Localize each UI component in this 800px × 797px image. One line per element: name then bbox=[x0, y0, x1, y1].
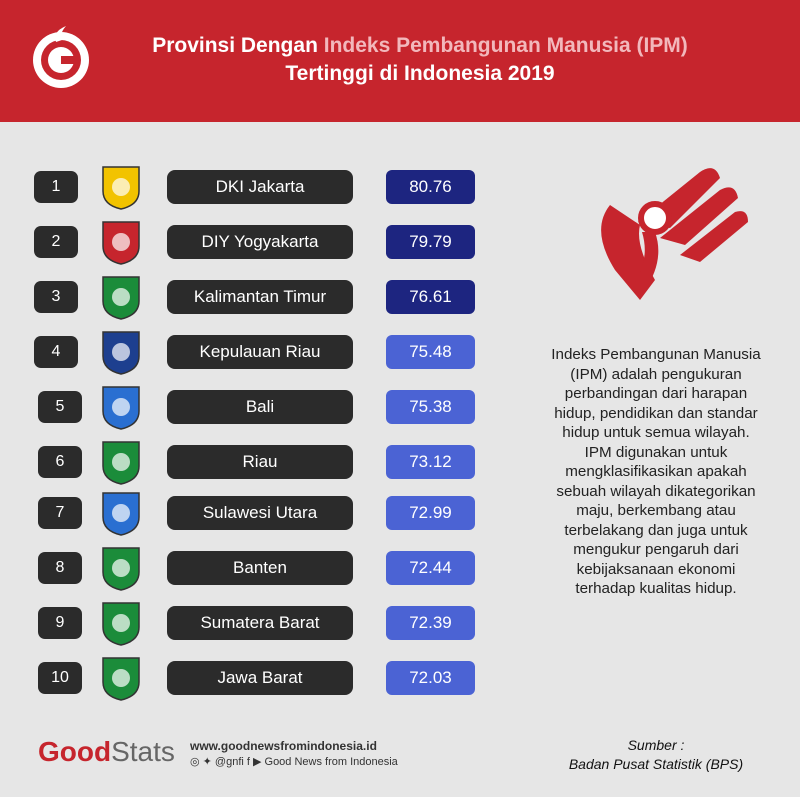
province-name: Kalimantan Timur bbox=[167, 280, 353, 314]
brand-stats: Stats bbox=[111, 736, 175, 767]
ipm-hands-icon bbox=[601, 168, 748, 300]
ipm-value: 72.39 bbox=[386, 606, 475, 640]
rank-badge: 9 bbox=[38, 607, 82, 639]
rank-badge: 2 bbox=[34, 226, 78, 258]
description-line: terbelakang dan juga untuk bbox=[564, 521, 748, 539]
province-name: Riau bbox=[167, 445, 353, 479]
province-emblem-icon bbox=[102, 547, 140, 591]
rank-badge: 8 bbox=[38, 552, 82, 584]
table-row: 2 DIY Yogyakarta 79.79 bbox=[0, 221, 500, 265]
description-line: terhadap kualitas hidup. bbox=[575, 580, 737, 597]
ipm-value: 72.44 bbox=[386, 551, 475, 585]
rank-badge: 3 bbox=[34, 281, 78, 313]
table-row: 6 Riau 73.12 bbox=[0, 441, 500, 485]
table-row: 4 Kepulauan Riau 75.48 bbox=[0, 331, 500, 375]
description-line: mengklasifikasikan apakah bbox=[565, 463, 747, 480]
description-line: mengukur pengaruh dari bbox=[573, 541, 739, 558]
ipm-value: 72.03 bbox=[386, 661, 475, 695]
gnfi-logo-icon bbox=[33, 26, 89, 88]
province-emblem-icon bbox=[102, 331, 140, 375]
province-name: Bali bbox=[167, 390, 353, 424]
province-emblem-icon bbox=[102, 276, 140, 320]
description-line: maju, berkembang atau bbox=[576, 502, 736, 519]
ipm-value: 76.61 bbox=[386, 280, 475, 314]
page-title: Provinsi Dengan Indeks Pembangunan Manus… bbox=[110, 32, 730, 88]
goodstats-logo: GoodStats bbox=[38, 736, 175, 768]
title-highlight: Indeks Pembangunan Manusia (IPM) bbox=[323, 34, 688, 57]
rank-badge: 6 bbox=[38, 446, 82, 478]
description-line: Indeks Pembangunan Manusia bbox=[551, 346, 761, 363]
province-name: DIY Yogyakarta bbox=[167, 225, 353, 259]
rank-badge: 10 bbox=[38, 662, 82, 694]
description-line: perbandingan dari harapan bbox=[564, 385, 748, 402]
table-row: 9 Sumatera Barat 72.39 bbox=[0, 602, 500, 646]
description-line: sebuah wilayah dikategorikan bbox=[556, 482, 756, 500]
ipm-value: 75.48 bbox=[386, 335, 475, 369]
title-prefix: Provinsi Dengan bbox=[152, 34, 324, 57]
description-line: kebijaksanaan ekonomi bbox=[576, 560, 736, 578]
province-name: DKI Jakarta bbox=[167, 170, 353, 204]
ipm-value: 72.99 bbox=[386, 496, 475, 530]
website-link[interactable]: www.goodnewsfromindonesia.id bbox=[190, 739, 377, 753]
rank-badge: 5 bbox=[38, 391, 82, 423]
province-name: Banten bbox=[167, 551, 353, 585]
rank-badge: 1 bbox=[34, 171, 78, 203]
rank-badge: 4 bbox=[34, 336, 78, 368]
rank-badge: 7 bbox=[38, 497, 82, 529]
description-line: hidup, pendidikan dan standar bbox=[554, 404, 758, 422]
source-value: Badan Pusat Statistik (BPS) bbox=[568, 756, 744, 772]
description-line: hidup untuk semua wilayah. bbox=[562, 424, 750, 441]
table-row: 5 Bali 75.38 bbox=[0, 386, 500, 430]
ipm-value: 79.79 bbox=[386, 225, 475, 259]
table-row: 1 DKI Jakarta 80.76 bbox=[0, 166, 500, 210]
province-emblem-icon bbox=[102, 386, 140, 430]
province-name: Sumatera Barat bbox=[167, 606, 353, 640]
ipm-value: 75.38 bbox=[386, 390, 475, 424]
ipm-description: Indeks Pembangunan Manusia (IPM) adalah p… bbox=[522, 345, 790, 599]
brand-good: Good bbox=[38, 736, 112, 767]
title-line2: Tertinggi di Indonesia 2019 bbox=[285, 62, 555, 85]
description-line: IPM digunakan untuk bbox=[584, 443, 728, 461]
province-emblem-icon bbox=[102, 602, 140, 646]
province-emblem-icon bbox=[102, 492, 140, 536]
table-row: 10 Jawa Barat 72.03 bbox=[0, 657, 500, 701]
header-banner: Provinsi Dengan Indeks Pembangunan Manus… bbox=[0, 0, 800, 122]
province-name: Jawa Barat bbox=[167, 661, 353, 695]
ipm-value: 80.76 bbox=[386, 170, 475, 204]
description-line: (IPM) adalah pengukuran bbox=[570, 365, 742, 383]
province-name: Kepulauan Riau bbox=[167, 335, 353, 369]
ipm-value: 73.12 bbox=[386, 445, 475, 479]
source-note: Sumber : Badan Pusat Statistik (BPS) bbox=[556, 736, 756, 774]
province-emblem-icon bbox=[102, 441, 140, 485]
province-emblem-icon bbox=[102, 166, 140, 210]
province-emblem-icon bbox=[102, 657, 140, 701]
source-label: Sumber : bbox=[627, 737, 685, 753]
province-emblem-icon bbox=[102, 221, 140, 265]
province-name: Sulawesi Utara bbox=[167, 496, 353, 530]
table-row: 8 Banten 72.44 bbox=[0, 547, 500, 591]
table-row: 7 Sulawesi Utara 72.99 bbox=[0, 492, 500, 536]
table-row: 3 Kalimantan Timur 76.61 bbox=[0, 276, 500, 320]
social-handles: ◎ ✦ @gnfi f ▶ Good News from Indonesia bbox=[190, 756, 398, 768]
